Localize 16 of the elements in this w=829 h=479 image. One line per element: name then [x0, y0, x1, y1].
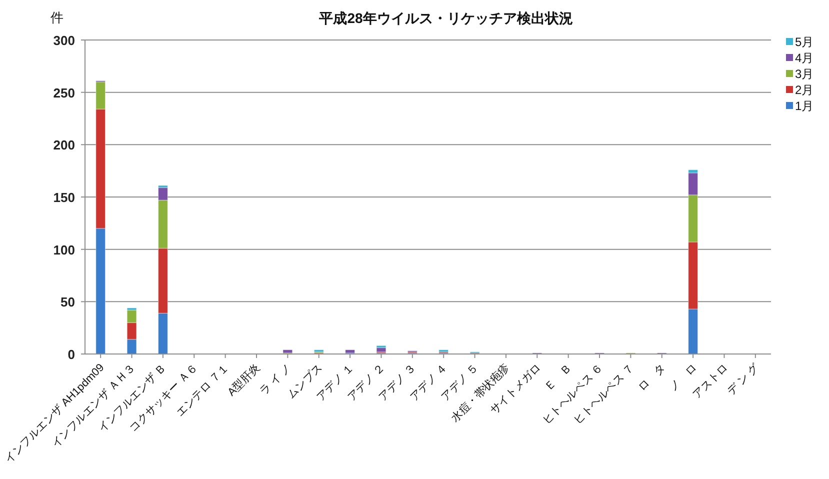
- legend-label: 4月: [795, 51, 814, 65]
- y-tick-label: 200: [53, 138, 75, 153]
- y-tick-label: 0: [68, 347, 75, 362]
- y-tick-label: 250: [53, 85, 75, 100]
- legend-label: 1月: [795, 99, 814, 113]
- x-tick-label: Ｅ Ｂ: [542, 362, 574, 394]
- y-tick-label: 150: [53, 190, 75, 205]
- x-tick-label: ロ タ: [636, 362, 668, 394]
- y-tick-label: 100: [53, 242, 75, 258]
- legend-label: 3月: [795, 67, 814, 81]
- legend-label: 5月: [795, 35, 814, 49]
- y-axis-title: 件: [50, 10, 64, 25]
- y-tick-label: 50: [60, 294, 75, 310]
- chart-title: 平成28年ウイルス・リケッチア検出状況: [318, 10, 573, 26]
- legend-label: 2月: [795, 83, 814, 97]
- y-tick-label: 300: [53, 33, 75, 48]
